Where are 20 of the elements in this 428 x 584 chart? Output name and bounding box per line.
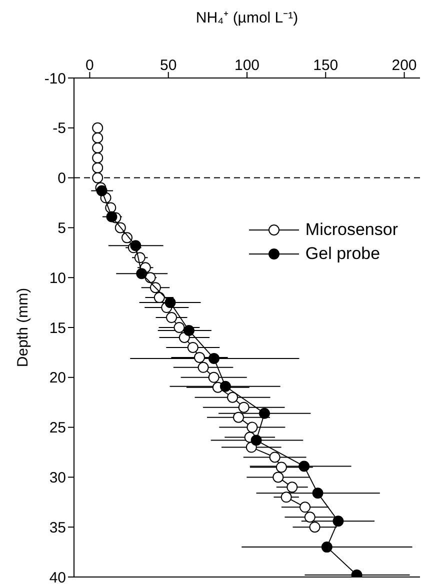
y-tick-label: -5: [52, 120, 66, 138]
y-tick-label: 30: [49, 470, 66, 487]
y-tick-label: 0: [58, 170, 66, 188]
x-tick-label: 0: [86, 57, 94, 74]
legend-label: Microsensor: [305, 220, 398, 240]
y-tick-label: -10: [44, 70, 66, 88]
x-tick-label: 200: [392, 57, 417, 74]
y-tick-label: 35: [49, 519, 66, 536]
y-tick-label: 40: [49, 569, 66, 584]
y-tick-label: 20: [49, 370, 66, 387]
y-axis-title: Depth (mm): [14, 288, 32, 368]
legend-label: Gel probe: [305, 244, 380, 264]
x-tick-label: 100: [234, 57, 260, 74]
y-tick-label: 25: [49, 420, 66, 437]
y-tick-label: 5: [58, 220, 66, 238]
y-tick-label: 10: [49, 270, 66, 287]
x-axis-title: NH₄⁺ (µmol L⁻¹): [196, 10, 298, 27]
y-tick-label: 15: [49, 320, 66, 337]
x-tick-label: 150: [313, 57, 338, 74]
x-tick-label: 50: [160, 57, 177, 74]
